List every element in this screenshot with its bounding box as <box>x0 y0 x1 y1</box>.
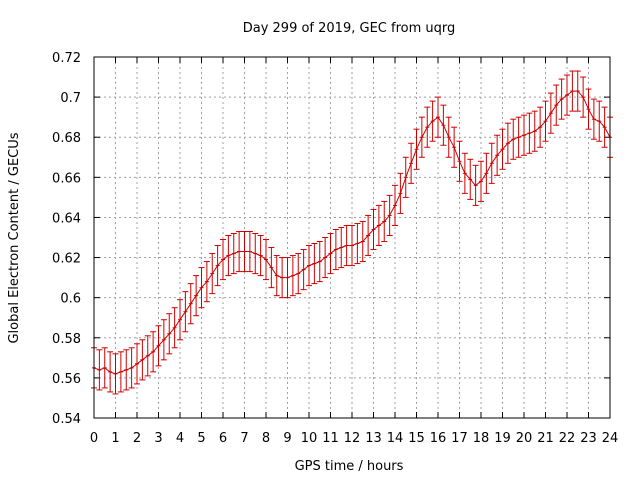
x-tick-label: 12 <box>344 431 361 446</box>
y-axis-label: Global Electron Content / GECUs <box>7 132 22 343</box>
x-tick-label: 21 <box>537 431 554 446</box>
x-tick-label: 14 <box>387 431 404 446</box>
y-tick-label: 0.54 <box>52 412 81 427</box>
x-tick-label: 17 <box>451 431 468 446</box>
y-tick-labels: 0.54 0.56 0.58 0.6 0.62 0.64 0.66 0.68 0.7 0.72 <box>52 51 81 427</box>
y-tick-label: 0.66 <box>52 171 81 186</box>
x-tick-label: 8 <box>262 431 270 446</box>
x-tick-label: 1 <box>111 431 119 446</box>
gec-series <box>91 70 613 395</box>
y-tick-label: 0.72 <box>52 51 81 66</box>
x-tick-label: 6 <box>219 431 227 446</box>
chart-title: Day 299 of 2019, GEC from uqrg <box>243 21 456 36</box>
x-tick-label: 9 <box>283 431 291 446</box>
y-tick-label: 0.58 <box>52 332 81 347</box>
x-tick-label: 23 <box>580 431 597 446</box>
x-tick-label: 10 <box>301 431 318 446</box>
x-tick-label: 7 <box>240 431 248 446</box>
y-tick-label: 0.6 <box>60 292 81 307</box>
x-tick-label: 20 <box>516 431 533 446</box>
x-tick-label: 11 <box>322 431 339 446</box>
x-tick-label: 2 <box>133 431 141 446</box>
x-tick-label: 15 <box>408 431 425 446</box>
y-tick-label: 0.56 <box>52 372 81 387</box>
x-tick-label: 24 <box>602 431 619 446</box>
y-tick-label: 0.62 <box>52 252 81 267</box>
x-tick-label: 13 <box>365 431 382 446</box>
x-tick-label: 22 <box>559 431 576 446</box>
x-axis-label: GPS time / hours <box>295 459 404 474</box>
x-tick-label: 5 <box>197 431 205 446</box>
x-tick-label: 0 <box>90 431 98 446</box>
axis-ticks <box>93 56 611 419</box>
x-tick-labels: 0 1 2 3 4 5 6 7 8 9 10 11 12 13 14 15 16 17 18 19 20 21 22 23 24 <box>90 431 618 446</box>
y-tick-label: 0.7 <box>60 91 81 106</box>
x-tick-label: 3 <box>154 431 162 446</box>
x-tick-label: 4 <box>176 431 184 446</box>
x-tick-label: 18 <box>473 431 490 446</box>
y-tick-label: 0.68 <box>52 131 81 146</box>
x-tick-label: 19 <box>494 431 511 446</box>
plot-frame <box>93 56 611 419</box>
y-tick-label: 0.64 <box>52 211 81 226</box>
x-tick-label: 16 <box>430 431 447 446</box>
